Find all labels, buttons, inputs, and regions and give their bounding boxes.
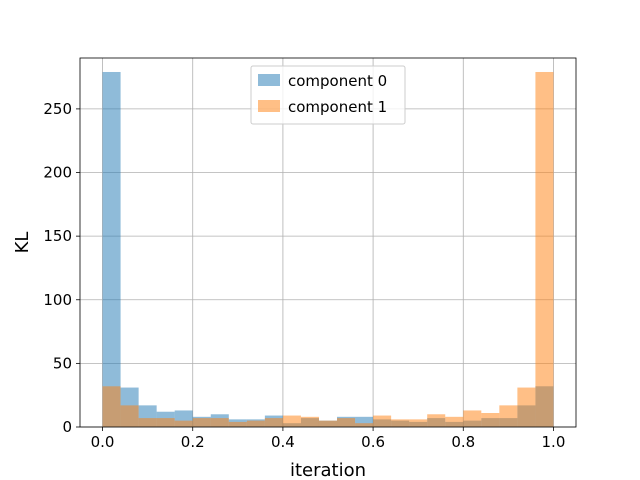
x-tick-label-2: 0.4 [271, 433, 295, 451]
x-tick-label-0: 0.0 [91, 433, 115, 451]
plot-frame [79, 57, 577, 428]
x-tick-label-3: 0.6 [361, 433, 385, 451]
bar-series-1-bin-24 [535, 71, 554, 427]
bar-series-1-bin-10 [282, 415, 301, 427]
bar-series-1-bin-17 [409, 419, 428, 427]
bar-series-1-bin-14 [355, 423, 374, 427]
bar-series-1-bin-8 [246, 420, 265, 427]
bar-series-1-bin-3 [156, 418, 175, 427]
y-axis-ticks: 0 50 100 150 200 250 [43, 100, 80, 436]
bar-series-1-bin-0 [102, 386, 121, 427]
y-axis-label: KL [12, 232, 33, 254]
bar-series-1-bin-18 [427, 414, 446, 427]
legend-label-component-1: component 1 [288, 98, 387, 116]
legend-box [250, 65, 406, 125]
x-tick-label-4: 0.8 [451, 433, 475, 451]
x-axis-label: iteration [290, 460, 366, 480]
y-tick-label-5: 250 [43, 100, 72, 118]
bar-series-1-bin-11 [300, 416, 319, 427]
bar-series-1-bin-15 [373, 415, 392, 427]
bar-series-1-bin-19 [445, 416, 464, 427]
bar-series-1-bin-22 [499, 405, 518, 427]
y-tick-label-0: 0 [62, 418, 72, 436]
legend-swatch-component-1 [258, 100, 280, 112]
bar-series-1-bin-1 [120, 405, 139, 427]
bar-series-1-bin-4 [174, 420, 193, 427]
x-tick-label-5: 1.0 [542, 433, 566, 451]
bar-series-1-bin-9 [264, 418, 283, 427]
bars [102, 71, 554, 427]
y-tick-label-2: 100 [43, 291, 72, 309]
bar-series-1-bin-21 [481, 413, 500, 427]
bar-series-0-bin-14 [355, 416, 374, 427]
bar-series-0-bin-0 [102, 71, 121, 427]
bar-series-1-bin-2 [138, 418, 157, 427]
bar-series-1-bin-16 [391, 419, 410, 427]
bar-series-1-bin-23 [517, 387, 536, 427]
legend-label-component-0: component 0 [288, 72, 387, 90]
bar-series-1-bin-5 [192, 418, 211, 427]
bar-series-1-bin-12 [318, 420, 338, 427]
x-axis-ticks: 0.0 0.2 0.4 0.6 0.8 1.0 [91, 427, 566, 451]
x-tick-label-1: 0.2 [181, 433, 205, 451]
bar-series-1-bin-13 [337, 418, 356, 427]
y-tick-label-4: 200 [43, 164, 72, 182]
bar-series-1-bin-7 [228, 421, 247, 427]
legend: component 0 component 1 [250, 65, 406, 125]
bar-series-1-bin-6 [210, 418, 229, 427]
y-tick-label-1: 50 [53, 354, 72, 372]
legend-swatch-component-0 [258, 74, 280, 86]
y-tick-label-3: 150 [43, 227, 72, 245]
bar-series-1-bin-20 [463, 410, 482, 427]
